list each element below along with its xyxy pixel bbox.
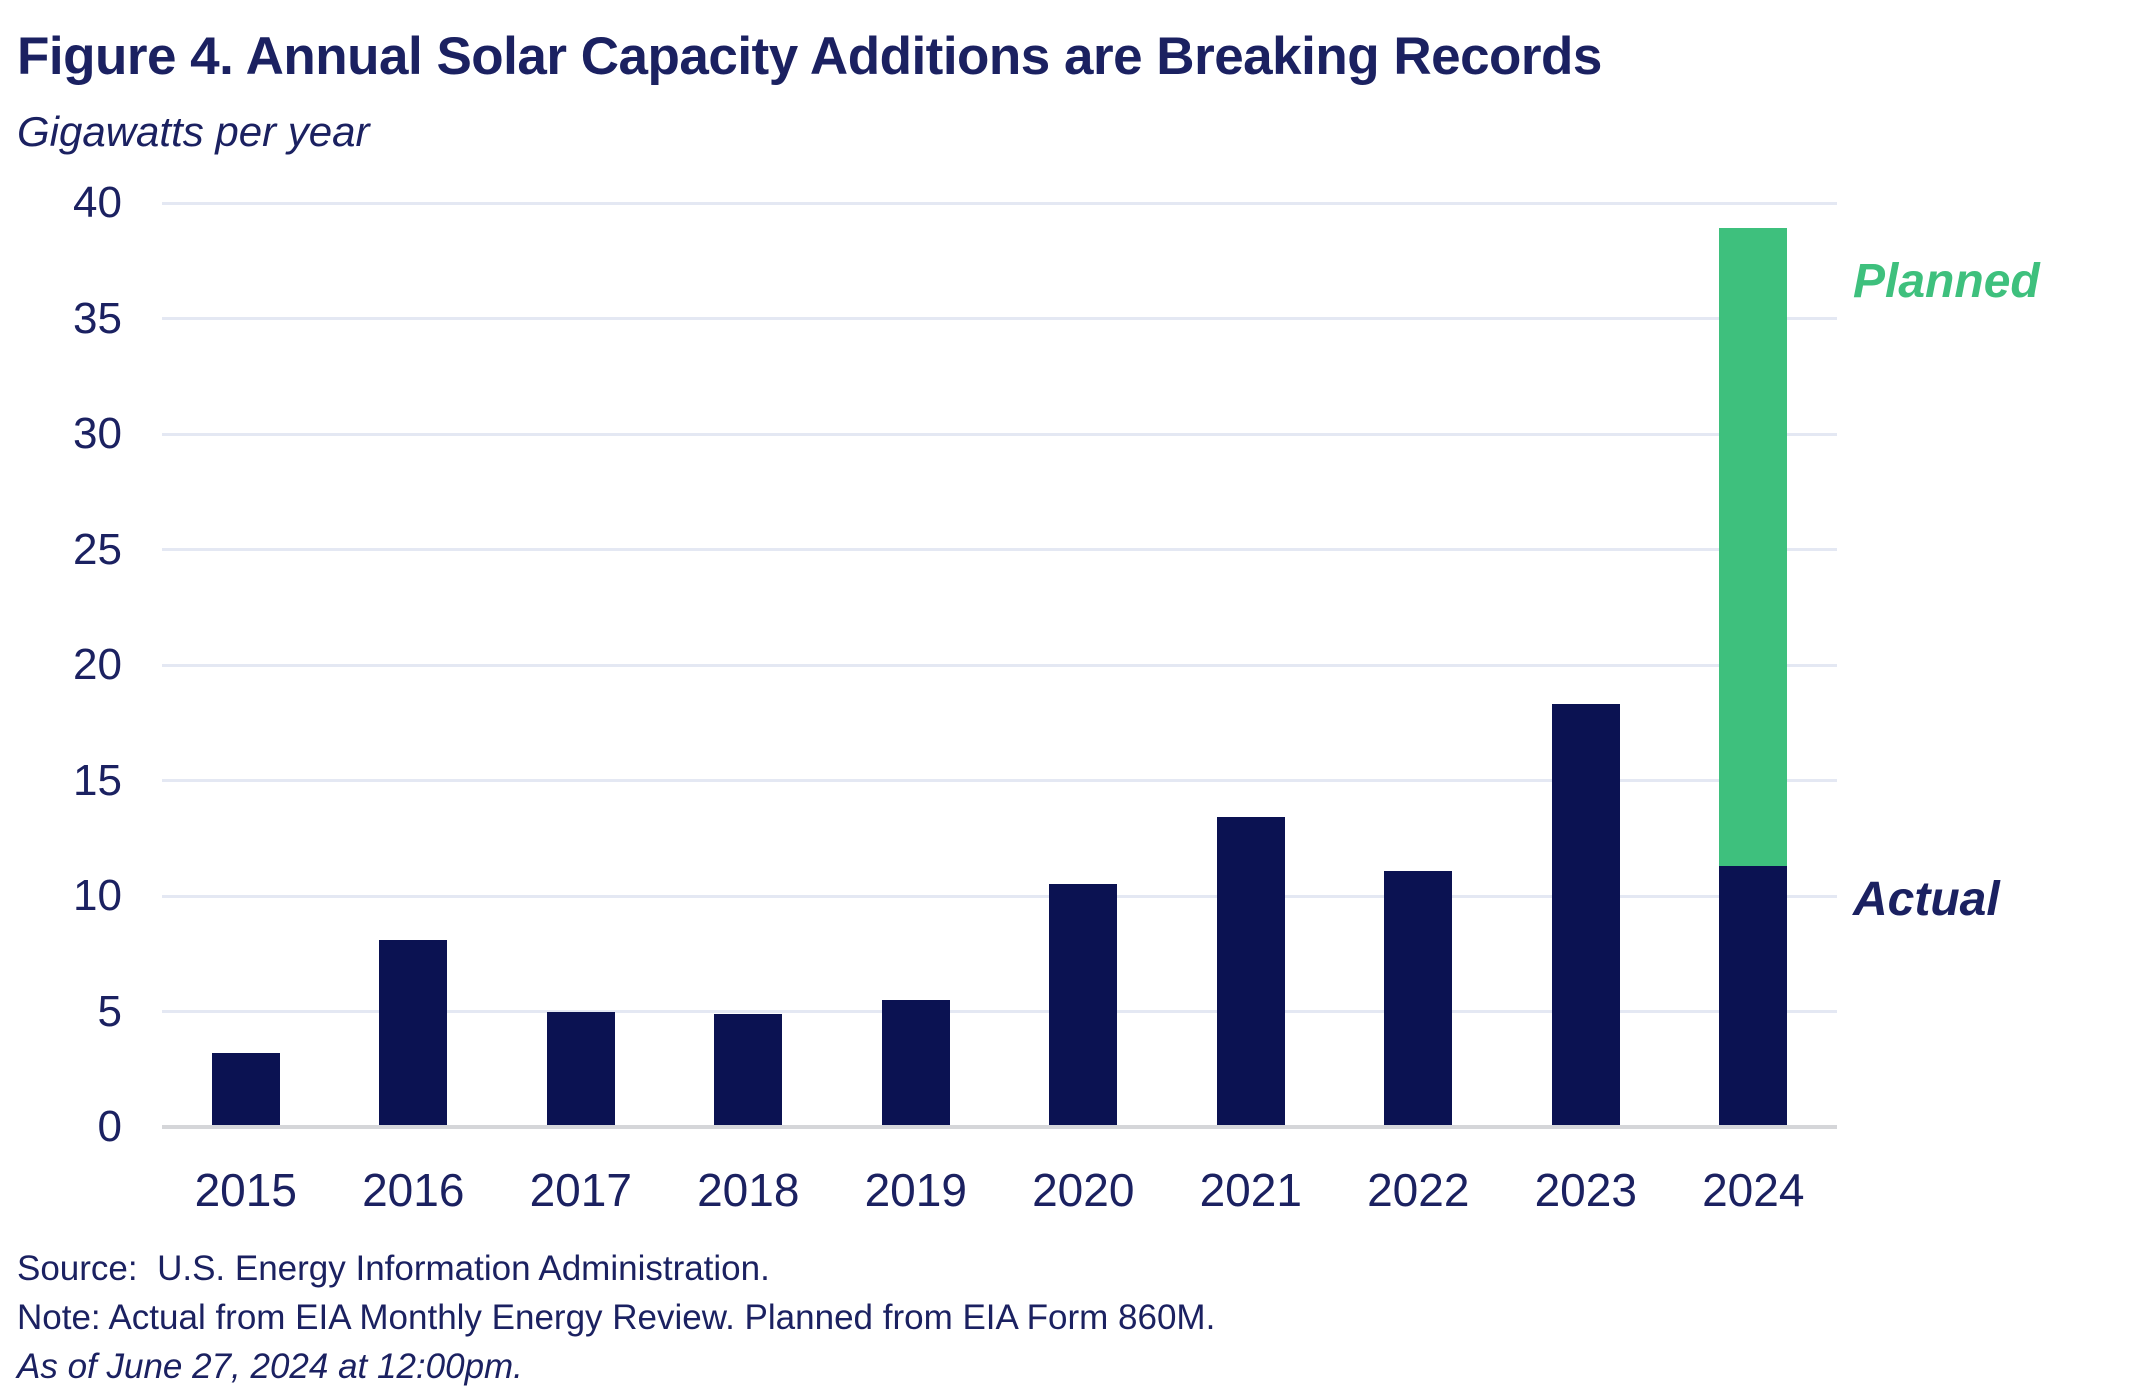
bar-2019-actual xyxy=(881,999,950,1127)
bar-group-2023 xyxy=(1502,203,1670,1127)
gridline-5 xyxy=(162,1010,1837,1013)
x-axis-labels: 2015 2016 2017 2018 2019 2020 2021 2022 2023 2024 xyxy=(162,1164,1837,1224)
y-tick-label-5: 5 xyxy=(97,986,122,1036)
y-tick-label-20: 20 xyxy=(73,640,122,689)
gridline-15 xyxy=(162,779,1837,782)
actual-series-label: Actual xyxy=(1853,873,2000,926)
bar-2018-actual xyxy=(714,1013,783,1127)
x-tick-label-2016: 2016 xyxy=(362,1164,465,1216)
gridline-40 xyxy=(162,201,1837,205)
x-tick-label-2020: 2020 xyxy=(1032,1164,1135,1216)
gridline-10 xyxy=(162,894,1837,898)
bar-group-2022 xyxy=(1335,203,1503,1127)
as-of-note: As of June 27, 2024 at 12:00pm. xyxy=(17,1347,523,1386)
bar-group-2020 xyxy=(1000,203,1168,1127)
bar-2024-planned xyxy=(1719,228,1788,866)
gridline-25 xyxy=(162,548,1837,551)
x-tick-label-2017: 2017 xyxy=(529,1164,632,1216)
gridline-35 xyxy=(162,317,1837,320)
gridline-20 xyxy=(162,663,1837,667)
y-tick-label-40: 40 xyxy=(73,178,122,227)
figure-subtitle: Gigawatts per year xyxy=(17,108,370,155)
y-tick-label-30: 30 xyxy=(73,409,122,458)
x-tick-label-2022: 2022 xyxy=(1367,1164,1470,1216)
y-tick-label-10: 10 xyxy=(73,871,122,920)
bar-2015-actual xyxy=(211,1053,280,1127)
bar-group-2015 xyxy=(162,203,330,1127)
bar-group-2021 xyxy=(1167,203,1335,1127)
footer-notes: Source: U.S. Energy Information Administ… xyxy=(17,1244,1215,1391)
bar-group-2017 xyxy=(497,203,665,1127)
bar-group-2018 xyxy=(665,203,833,1127)
source-note: Source: U.S. Energy Information Administ… xyxy=(17,1249,770,1288)
gridline-30 xyxy=(162,432,1837,436)
plot-area xyxy=(162,201,1838,1129)
bar-2022-actual xyxy=(1384,870,1453,1127)
y-tick-label-0: 0 xyxy=(97,1102,122,1151)
bar-2024-actual xyxy=(1719,865,1788,1127)
bar-2017-actual xyxy=(546,1011,615,1127)
y-tick-label-35: 35 xyxy=(73,293,122,343)
methodology-note: Note: Actual from EIA Monthly Energy Rev… xyxy=(17,1298,1216,1337)
x-tick-label-2021: 2021 xyxy=(1199,1164,1302,1216)
bar-group-2024 xyxy=(1670,203,1838,1127)
x-axis-line xyxy=(162,1125,1837,1129)
planned-series-label: Planned xyxy=(1853,255,2040,308)
y-axis-labels: 0 5 10 15 20 25 30 35 40 xyxy=(0,181,122,1149)
y-tick-label-25: 25 xyxy=(73,524,122,574)
y-tick-label-15: 15 xyxy=(73,755,122,805)
x-tick-label-2023: 2023 xyxy=(1534,1164,1637,1216)
bar-2020-actual xyxy=(1049,884,1118,1127)
bar-2023-actual xyxy=(1551,704,1620,1127)
bar-group-2019 xyxy=(832,203,1000,1127)
x-tick-label-2019: 2019 xyxy=(864,1164,967,1216)
x-tick-label-2015: 2015 xyxy=(194,1164,297,1216)
bar-2016-actual xyxy=(379,939,448,1127)
bar-2021-actual xyxy=(1216,817,1285,1127)
bar-group-2016 xyxy=(330,203,498,1127)
figure-title: Figure 4. Annual Solar Capacity Addition… xyxy=(17,27,1602,86)
x-tick-label-2018: 2018 xyxy=(697,1164,800,1216)
x-tick-label-2024: 2024 xyxy=(1702,1164,1805,1216)
